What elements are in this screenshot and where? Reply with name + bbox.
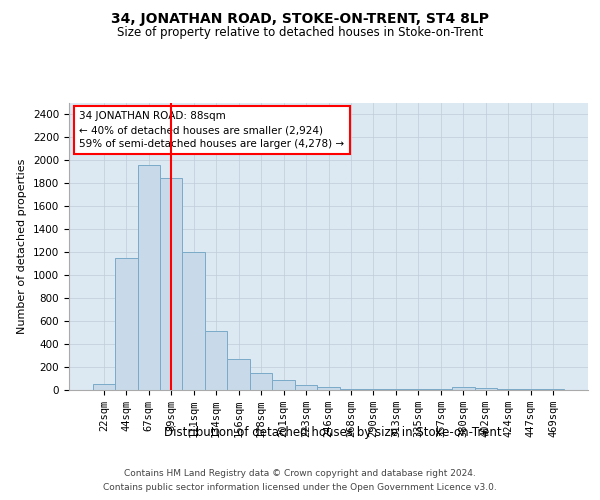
Bar [92, 384, 115, 390]
Text: Contains public sector information licensed under the Open Government Licence v3: Contains public sector information licen… [103, 483, 497, 492]
Bar [317, 387, 340, 390]
Bar [160, 178, 182, 390]
Bar [137, 164, 160, 390]
Bar [362, 389, 385, 390]
Y-axis label: Number of detached properties: Number of detached properties [17, 158, 28, 334]
Bar [497, 389, 520, 390]
Text: Contains HM Land Registry data © Crown copyright and database right 2024.: Contains HM Land Registry data © Crown c… [124, 470, 476, 478]
Bar [182, 252, 205, 390]
Text: Distribution of detached houses by size in Stoke-on-Trent: Distribution of detached houses by size … [164, 426, 502, 439]
Bar [115, 258, 137, 390]
Bar [272, 380, 295, 390]
Bar [295, 386, 317, 390]
Text: 34, JONATHAN ROAD, STOKE-ON-TRENT, ST4 8LP: 34, JONATHAN ROAD, STOKE-ON-TRENT, ST4 8… [111, 12, 489, 26]
Bar [250, 373, 272, 390]
Bar [205, 332, 227, 390]
Text: Size of property relative to detached houses in Stoke-on-Trent: Size of property relative to detached ho… [117, 26, 483, 39]
Bar [340, 388, 362, 390]
Text: 34 JONATHAN ROAD: 88sqm
← 40% of detached houses are smaller (2,924)
59% of semi: 34 JONATHAN ROAD: 88sqm ← 40% of detache… [79, 111, 344, 149]
Bar [452, 386, 475, 390]
Bar [475, 388, 497, 390]
Bar [227, 359, 250, 390]
